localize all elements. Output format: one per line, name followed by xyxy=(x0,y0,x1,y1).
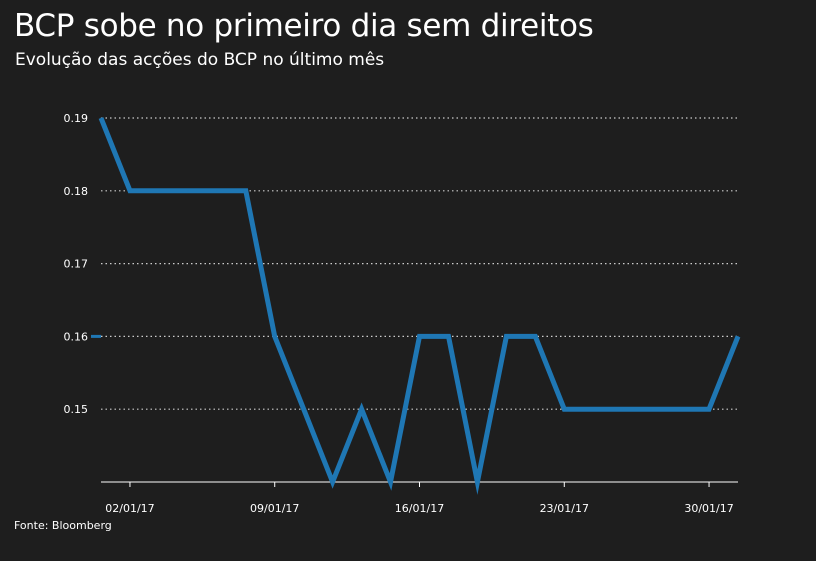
chart-title: BCP sobe no primeiro dia sem direitos xyxy=(14,8,594,44)
data-point xyxy=(534,335,536,337)
grid-lines xyxy=(101,117,738,410)
y-tick-label: 0.18 xyxy=(64,185,89,198)
x-tick-label: 30/01/17 xyxy=(684,502,733,515)
data-point xyxy=(708,408,710,410)
data-point xyxy=(563,408,565,410)
x-axis-labels: 02/01/17 09/01/17 16/01/17 23/01/17 30/01/17 xyxy=(105,482,734,515)
data-point xyxy=(476,481,478,483)
x-tick-label: 23/01/17 xyxy=(540,502,589,515)
data-point xyxy=(679,408,681,410)
y-axis: 0.19 0.18 0.17 0.16 0.15 xyxy=(64,112,89,416)
data-point xyxy=(505,335,507,337)
data-point xyxy=(158,190,160,192)
series xyxy=(91,117,741,495)
data-point xyxy=(187,190,189,192)
chart-subtitle: Evolução das acções do BCP no último mês xyxy=(15,50,385,70)
x-tick-label: 09/01/17 xyxy=(250,502,299,515)
y-tick-label: 0.15 xyxy=(64,403,89,416)
x-tick-label: 16/01/17 xyxy=(395,502,444,515)
data-point xyxy=(361,408,363,410)
data-point xyxy=(332,481,334,483)
data-point xyxy=(737,335,739,337)
data-point xyxy=(216,190,218,192)
data-point xyxy=(245,190,247,192)
y-tick-label: 0.17 xyxy=(64,258,89,271)
data-point xyxy=(650,408,652,410)
x-tick-label: 02/01/17 xyxy=(105,502,154,515)
data-point xyxy=(592,408,594,410)
data-point xyxy=(419,335,420,337)
y-tick-label: 0.16 xyxy=(64,330,89,343)
data-point xyxy=(447,335,449,337)
data-point xyxy=(390,481,392,483)
data-point xyxy=(303,408,305,410)
y-tick-label: 0.19 xyxy=(64,112,89,125)
source-note: Fonte: Bloomberg xyxy=(14,519,112,532)
data-point xyxy=(129,190,131,192)
price-line xyxy=(98,117,741,495)
data-point xyxy=(274,335,276,337)
data-point xyxy=(100,117,102,119)
data-point xyxy=(621,408,623,410)
